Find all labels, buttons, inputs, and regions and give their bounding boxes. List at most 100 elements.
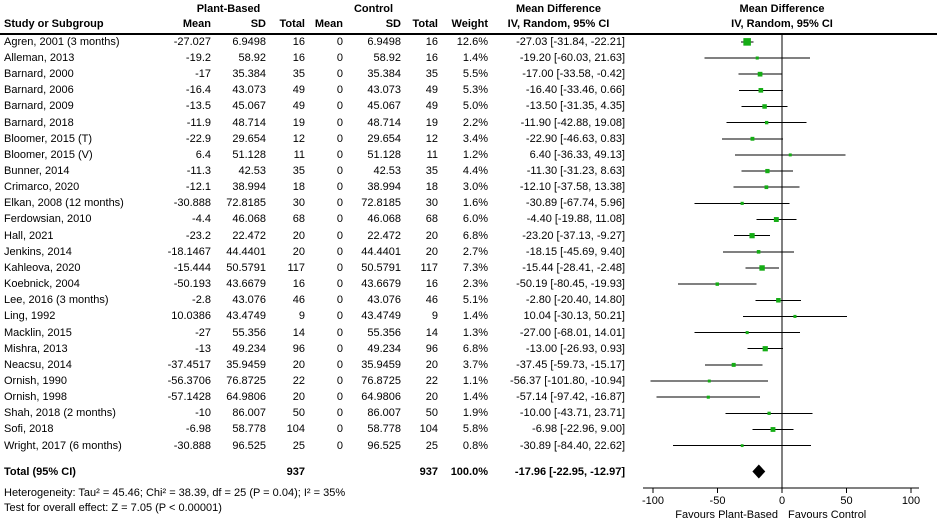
md-ci-text: -13.50 [-31.35, 4.35]: [525, 100, 625, 113]
estimate-marker: [765, 168, 770, 174]
c-mean: 0: [336, 391, 343, 404]
c-sd: 29.654: [367, 132, 401, 145]
md-ci-text: -23.20 [-37.13, -9.27]: [522, 229, 625, 242]
estimate-marker: [756, 250, 761, 254]
c-mean: 0: [336, 407, 343, 420]
md-ci-text: -10.00 [-43.71, 23.71]: [519, 407, 625, 420]
md-ci-text: -57.14 [-97.42, -16.87]: [516, 391, 625, 404]
col-header-c-total: Total: [412, 18, 438, 30]
c-total: 104: [419, 423, 438, 436]
table-row: Ornish, 1990 -56.3706 76.8725 22 0 76.8725 22 1…: [0, 373, 627, 389]
pb-sd: 48.714: [232, 116, 266, 129]
pb-total: 14: [292, 326, 305, 339]
estimate-marker: [740, 201, 744, 205]
c-mean: 0: [336, 51, 343, 64]
pb-sd: 96.525: [232, 439, 266, 452]
study-name: Elkan, 2008 (12 months): [4, 197, 124, 210]
axis-tick-label: -50: [710, 495, 726, 507]
pb-mean: -30.888: [173, 197, 211, 210]
pb-sd: 64.9806: [226, 391, 266, 404]
estimate-marker: [750, 136, 755, 141]
study-name: Shah, 2018 (2 months): [4, 407, 116, 420]
md-ci-text: -50.19 [-80.45, -19.93]: [516, 278, 625, 291]
c-sd: 58.92: [373, 51, 401, 64]
pb-mean: -11.3: [186, 165, 211, 177]
study-name: Bloomer, 2015 (V): [4, 148, 93, 161]
study-name: Wright, 2017 (6 months): [4, 439, 122, 452]
total-row: Total (95% CI) 937 937 100.0% -17.96 [-22.95…: [0, 464, 627, 480]
pb-total: 35: [292, 165, 305, 177]
overall-effect-text: Test for overall effect: Z = 7.05 (P < 0…: [4, 502, 222, 514]
weight-value: 6.8%: [462, 229, 488, 242]
c-total: 9: [431, 310, 438, 323]
col-header-c-sd: SD: [385, 18, 401, 30]
c-mean: 0: [336, 213, 343, 226]
pb-sd: 35.9459: [226, 358, 266, 371]
study-name: Sofi, 2018: [4, 423, 54, 436]
pb-mean: -16.4: [185, 84, 211, 97]
weight-value: 6.0%: [462, 213, 488, 226]
plot-header-line2: IV, Random, 95% CI: [731, 18, 833, 30]
pb-total: 22: [292, 374, 305, 387]
c-total: 68: [425, 213, 438, 226]
weight-value: 0.8%: [462, 439, 488, 452]
heterogeneity-text: Heterogeneity: Tau² = 45.46; Chi² = 38.3…: [4, 487, 346, 499]
pb-total: 49: [292, 84, 305, 97]
pb-mean: -19.2: [185, 51, 211, 64]
estimate-marker: [731, 362, 736, 367]
col-header-study: Study or Subgroup: [4, 18, 104, 30]
c-sd: 72.8185: [361, 197, 401, 210]
pb-total: 9: [298, 310, 305, 323]
pb-sd: 50.5791: [226, 261, 266, 274]
c-sd: 86.007: [367, 407, 401, 420]
study-name: Hall, 2021: [4, 229, 54, 242]
table-row: Bloomer, 2015 (T) -22.9 29.654 12 0 29.654 12 3…: [0, 131, 627, 147]
col-header-weight: Weight: [451, 18, 488, 30]
c-total: 14: [425, 326, 438, 339]
estimate-marker: [758, 88, 764, 93]
table-row: Ferdowsian, 2010 -4.4 46.068 68 0 46.068 68 6.0…: [0, 211, 627, 227]
weight-value: 2.3%: [462, 278, 488, 291]
pb-mean: -27.027: [173, 35, 211, 48]
pb-sd: 76.8725: [226, 374, 266, 387]
c-total: 96: [425, 342, 438, 355]
pb-sd: 55.356: [232, 326, 266, 339]
c-sd: 6.9498: [367, 35, 401, 48]
study-name: Kahleova, 2020: [4, 261, 81, 274]
table-row: Kahleova, 2020 -15.444 50.5791 117 0 50.5791 1…: [0, 260, 627, 276]
c-mean: 0: [336, 374, 343, 387]
weight-value: 1.9%: [462, 407, 488, 420]
weight-value: 5.3%: [462, 84, 488, 97]
pb-mean: -56.3706: [167, 374, 211, 387]
c-sd: 43.073: [367, 84, 401, 97]
table-row: Barnard, 2018 -11.9 48.714 19 0 48.714 19 2.2% -…: [0, 115, 627, 131]
md-ci-text: -15.44 [-28.41, -2.48]: [522, 261, 625, 274]
md-ci-text: -27.03 [-31.84, -22.21]: [516, 35, 625, 48]
md-text-header-line1: Mean Difference: [516, 3, 601, 15]
md-ci-text: -19.20 [-60.03, 21.63]: [519, 51, 625, 64]
c-total: 20: [425, 229, 438, 242]
md-ci-text: -22.90 [-46.63, 0.83]: [525, 132, 625, 145]
estimate-marker: [757, 71, 763, 77]
pb-mean: -6.98: [185, 423, 211, 436]
pb-mean: -37.4517: [167, 358, 211, 371]
c-sd: 49.234: [367, 342, 401, 355]
weight-value: 1.1%: [462, 374, 488, 387]
pb-sd: 29.654: [232, 132, 266, 145]
c-sd: 44.4401: [361, 245, 401, 258]
pb-total: 68: [292, 213, 305, 226]
pb-total: 30: [292, 197, 305, 210]
axis-tick-label: 100: [902, 495, 920, 507]
table-row: Hall, 2021 -23.2 22.472 20 0 22.472 20 6.8% -23.…: [0, 228, 627, 244]
weight-value: 2.7%: [462, 245, 488, 258]
pb-sd: 45.067: [232, 100, 266, 113]
weight-value: 1.2%: [462, 148, 488, 161]
pb-mean: -4.4: [192, 213, 211, 226]
md-ci-text: 6.40 [-36.33, 49.13]: [529, 148, 625, 161]
group-header-control: Control: [353, 3, 394, 15]
table-row: Wright, 2017 (6 months) -30.888 96.525 25 0 9…: [0, 438, 627, 454]
c-total: 18: [425, 181, 438, 194]
pb-mean: -22.9: [185, 132, 211, 145]
c-sd: 55.356: [367, 326, 401, 339]
c-total: 35: [425, 165, 438, 177]
